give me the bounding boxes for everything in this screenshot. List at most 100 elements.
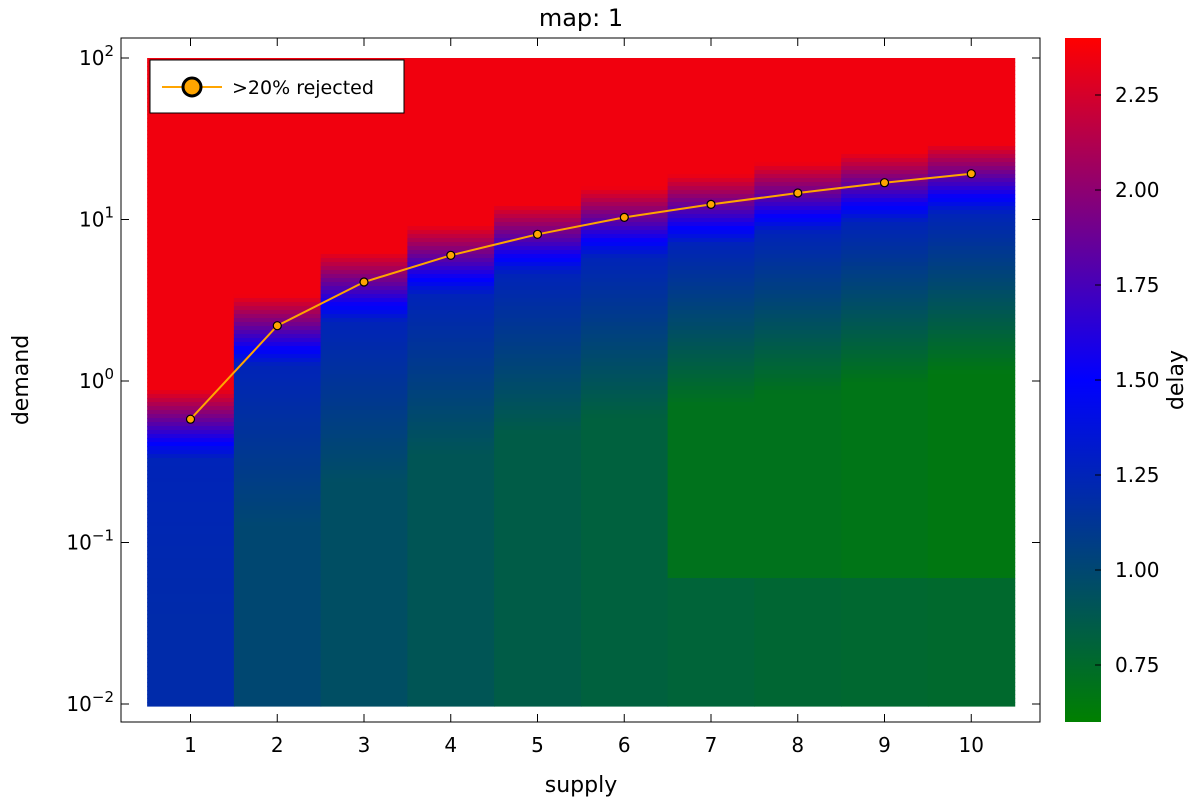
heatmap-cell [494,302,582,307]
heatmap-cell [147,590,235,595]
heatmap-cell [407,258,495,263]
heatmap-cell [667,266,755,271]
heatmap-cell [494,470,582,475]
heatmap-cell [407,438,495,443]
heatmap-cell [927,470,1016,475]
heatmap-cell [927,406,1016,411]
heatmap-cell [407,686,495,691]
threshold-point [359,277,369,287]
heatmap-cell [927,542,1016,547]
heatmap-cell [320,362,408,367]
heatmap-cell [754,78,842,83]
heatmap-cell [494,606,582,611]
x-tick-label: 6 [618,733,631,757]
heatmap-cell [927,518,1016,523]
heatmap-cell [841,438,929,443]
heatmap-cell [580,78,669,83]
y-tick-label: 101 [79,204,114,232]
heatmap-cell [320,702,408,707]
heatmap-cell [407,362,495,367]
heatmap-cell [667,590,755,595]
heatmap-cell [841,658,929,663]
heatmap-cell [667,150,755,155]
heatmap-cell [407,78,495,83]
heatmap-cell [580,514,669,519]
heatmap-cell [494,458,582,463]
heatmap-cell [580,326,669,331]
heatmap-cell [841,306,929,311]
heatmap-cell [233,162,322,167]
heatmap-cell [494,646,582,651]
heatmap-cell [407,462,495,467]
heatmap-cell [407,478,495,483]
heatmap-cell [754,490,842,495]
heatmap-cell [580,198,669,203]
heatmap-cell [320,294,408,299]
heatmap-cell [927,162,1016,167]
heatmap-cell [147,410,235,415]
heatmap-cell [927,114,1016,119]
heatmap-cell [147,578,235,583]
heatmap-cell [667,538,755,543]
heatmap-cell [667,338,755,343]
heatmap-cell [580,74,669,79]
heatmap-cell [147,474,235,479]
heatmap-cell [147,682,235,687]
heatmap-cell [407,222,495,227]
heatmap-cell [147,214,235,219]
heatmap-cell [754,106,842,111]
heatmap-cell [927,74,1016,79]
heatmap-cell [841,122,929,127]
heatmap-cell [667,106,755,111]
heatmap-cell [494,506,582,511]
heatmap-cell [841,482,929,487]
heatmap-cell [580,662,669,667]
heatmap-cell [927,314,1016,319]
heatmap-cell [927,522,1016,527]
heatmap-cell [667,82,755,87]
heatmap-cell [754,482,842,487]
heatmap-cell [233,306,322,311]
heatmap-cell [407,510,495,515]
heatmap-cell [580,266,669,271]
heatmap-cell [147,226,235,231]
heatmap-cell [667,498,755,503]
heatmap-cell [147,646,235,651]
heatmap-cell [407,550,495,555]
heatmap-cell [667,254,755,259]
heatmap-cell [494,666,582,671]
heatmap-cell [927,626,1016,631]
heatmap-cell [147,490,235,495]
heatmap-cell [320,402,408,407]
heatmap-cell [754,230,842,235]
heatmap-cell [494,534,582,539]
heatmap-cell [841,270,929,275]
heatmap-cell [841,318,929,323]
heatmap-cell [233,414,322,419]
heatmap-cell [841,630,929,635]
heatmap-cell [927,258,1016,263]
heatmap-cell [320,478,408,483]
heatmap-cell [320,266,408,271]
heatmap-cell [407,286,495,291]
heatmap-cell [667,454,755,459]
heatmap-cell [841,130,929,135]
heatmap-cell [494,682,582,687]
heatmap-cell [927,534,1016,539]
heatmap-cell [754,350,842,355]
heatmap-cell [320,250,408,255]
heatmap-cell [667,578,755,583]
heatmap-cell [927,318,1016,323]
heatmap-cell [320,450,408,455]
heatmap-cell [494,258,582,263]
heatmap-cell [494,542,582,547]
heatmap-cell [494,582,582,587]
heatmap-cell [147,118,235,123]
heatmap-cell [494,186,582,191]
heatmap-cell [320,126,408,131]
heatmap-cell [754,174,842,179]
heatmap-cell [407,382,495,387]
heatmap-cell [754,430,842,435]
heatmap-cell [494,146,582,151]
heatmap-cell [320,482,408,487]
